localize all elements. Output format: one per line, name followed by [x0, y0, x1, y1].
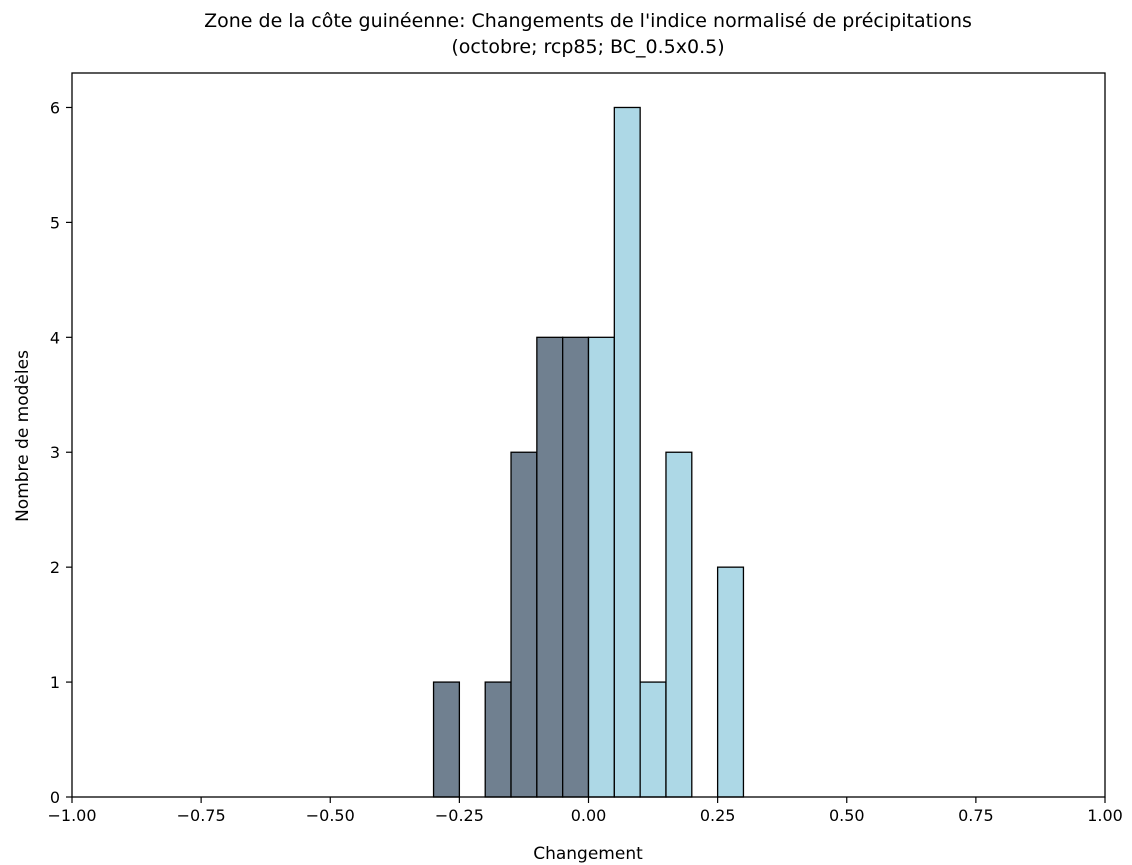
histogram-bar: [716, 566, 745, 798]
y-tick-label: 1: [50, 673, 60, 692]
y-tick-label: 3: [50, 443, 60, 462]
histogram-bar: [613, 106, 641, 798]
y-tick-label: 6: [50, 98, 60, 117]
x-tick-label: −0.50: [306, 806, 355, 825]
chart-title: Zone de la côte guinéenne: Changements d…: [204, 10, 972, 32]
x-tick-label: 1.00: [1087, 806, 1123, 825]
x-tick-label: −0.75: [177, 806, 226, 825]
y-tick-label: 4: [50, 328, 60, 347]
x-tick-label: 0.75: [958, 806, 994, 825]
histogram-bar: [665, 451, 693, 798]
bars-group: [432, 106, 745, 798]
histogram-bar: [484, 681, 512, 798]
x-axis-ticks: −1.00 −0.75 −0.50 −0.25 0.00 0.25 0.50 0.75 1.00: [47, 797, 1123, 825]
chart-subtitle: (octobre; rcp85; BC_0.5x0.5): [451, 36, 724, 58]
histogram-bar: [562, 336, 590, 798]
histogram-bar: [510, 451, 538, 798]
histogram-bar: [536, 336, 564, 798]
x-tick-label: 0.25: [700, 806, 736, 825]
histogram-bar: [587, 336, 615, 798]
x-tick-label: −1.00: [47, 806, 96, 825]
y-tick-label: 2: [50, 558, 60, 577]
histogram-bar: [639, 681, 667, 798]
x-axis-label: Changement: [533, 844, 643, 864]
y-tick-label: 5: [50, 213, 60, 232]
histogram-bar: [432, 681, 461, 798]
y-axis-ticks: 0 1 2 3 4 5 6: [50, 98, 72, 807]
y-tick-label: 0: [50, 788, 60, 807]
x-tick-label: 0.50: [829, 806, 865, 825]
x-tick-label: −0.25: [435, 806, 484, 825]
y-axis-label: Nombre de modèles: [13, 350, 33, 522]
x-tick-label: 0.00: [571, 806, 607, 825]
